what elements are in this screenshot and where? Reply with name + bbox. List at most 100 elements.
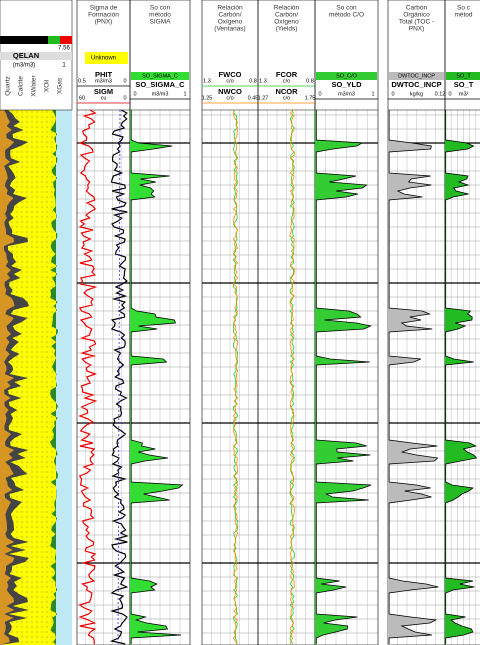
log-curve — [130, 110, 184, 644]
curve-name: FWCO — [219, 70, 242, 79]
curve-name: PHIT — [95, 70, 113, 79]
track-title: Orgánico — [403, 12, 430, 19]
curve-scale: m3/ — [459, 91, 469, 97]
curve-scale: 1 — [371, 91, 374, 97]
curve-scale: 1.3 — [259, 78, 267, 84]
fill-area — [445, 110, 477, 645]
track-title: Total (TOC - — [399, 19, 434, 26]
curve-scale: 0 — [391, 91, 394, 97]
track-title: Carbón/ — [218, 12, 241, 19]
curve-scale: 1.25 — [202, 95, 213, 101]
track-title: Oxígeno — [274, 19, 299, 26]
fill-name: SO_C/O — [336, 73, 358, 79]
curve-scale: 60 — [79, 95, 85, 101]
curve-scale: 1.27 — [258, 95, 269, 101]
curve-scale: 0 — [448, 91, 451, 97]
fill-area — [130, 110, 183, 645]
fill-name: DWTOC_INCP — [398, 73, 435, 79]
fill-area — [315, 110, 372, 645]
curve-name: NCOR — [275, 87, 298, 96]
curve-scale: 0.5 — [78, 78, 86, 84]
qelan-max: 1 — [62, 63, 66, 69]
track-title: Carbón/ — [275, 12, 298, 19]
curve-name: SO_YLD — [331, 80, 362, 89]
lithology-orange — [0, 110, 15, 645]
track-title: Sigma de — [90, 5, 118, 12]
component-label: XGas — [57, 77, 64, 94]
dash-ref — [117, 109, 121, 645]
component-label: Calcite — [18, 76, 25, 96]
curve-name: FCOR — [276, 70, 298, 79]
track-title: método C/O — [329, 12, 364, 19]
track-title: (Ventanas) — [214, 26, 245, 33]
log-curve — [232, 109, 239, 645]
track-title: So con — [336, 5, 357, 12]
curve-scale: 0.45 — [248, 95, 259, 101]
curve-scale: 1 — [183, 91, 186, 97]
fill-legend — [316, 72, 377, 80]
track-title: método — [149, 12, 171, 19]
curve-name: DWTOC_INCP — [391, 80, 441, 89]
track-title: Oxígeno — [218, 19, 243, 26]
log-curve — [315, 110, 372, 644]
fill-name: SO_SIGMA_C — [142, 73, 178, 79]
track-title: Carbón — [406, 5, 428, 12]
curve-scale: cu — [101, 95, 107, 101]
track-title: (Yields) — [276, 26, 298, 33]
track-title: Relación — [217, 5, 243, 12]
qelan-unit: (m3/m3) — [13, 63, 35, 69]
track-title: PNX) — [409, 26, 425, 33]
fill-legend — [389, 72, 444, 80]
unknown-box — [85, 52, 128, 64]
top-bar-green — [48, 36, 60, 44]
curve-scale: kg/kg — [410, 91, 423, 97]
curve-name: SIGM — [94, 87, 113, 96]
lithology-oil — [50, 110, 58, 645]
curve-scale: 1.75 — [305, 95, 316, 101]
curve-scale: m3/m3 — [95, 78, 112, 84]
track-title: Formación — [88, 12, 119, 19]
curve-scale: c/o — [283, 78, 290, 84]
track-title: métod — [454, 12, 472, 19]
curve-scale: 0.8 — [306, 78, 314, 84]
track-title: So c — [457, 5, 471, 12]
qelan-bar — [0, 52, 72, 60]
curve-scale: m3/m3 — [338, 91, 355, 97]
curve-scale: 1.3 — [203, 78, 211, 84]
lithology-top: Unknown — [9, 35, 43, 44]
log-curve — [388, 110, 439, 644]
component-label: XWater — [31, 74, 38, 96]
qelan: QELAN — [13, 51, 39, 60]
fill-area — [388, 110, 439, 645]
water-band — [56, 110, 72, 645]
track-title: (PNX) — [95, 19, 113, 26]
curve-scale: m3/m3 — [152, 91, 169, 97]
log-curve — [78, 109, 98, 644]
fill-name: SO_T — [456, 73, 471, 79]
curve-scale: 0 — [133, 91, 136, 97]
top-bar-red — [60, 36, 72, 44]
curve-scale: 0 — [318, 91, 321, 97]
lithology-scale: 7.56 — [58, 46, 70, 52]
unknown-label: Unknown — [91, 56, 116, 62]
fill-legend — [446, 72, 480, 80]
curve-scale: c/o — [226, 78, 233, 84]
curve-scale: 0 — [123, 78, 126, 84]
curve-scale: c/o — [226, 95, 233, 101]
track-title: So con — [150, 5, 171, 12]
curve-scale: 0.12 — [435, 91, 446, 97]
top-bar — [0, 36, 48, 44]
component-label: Quartz — [5, 76, 12, 96]
curve-scale: 0.8 — [249, 78, 257, 84]
fill-legend — [131, 72, 189, 80]
log-curve — [289, 109, 296, 645]
log-curve — [445, 110, 478, 644]
curve-name: SO_T — [454, 80, 474, 89]
curve-name: SO_SIGMA_C — [135, 80, 185, 89]
log-curve — [232, 109, 239, 645]
curve-scale: c/o — [283, 95, 290, 101]
track-title: SIGMA — [150, 19, 172, 26]
track-title: Relación — [274, 5, 300, 12]
curve-scale: 0 — [123, 95, 126, 101]
